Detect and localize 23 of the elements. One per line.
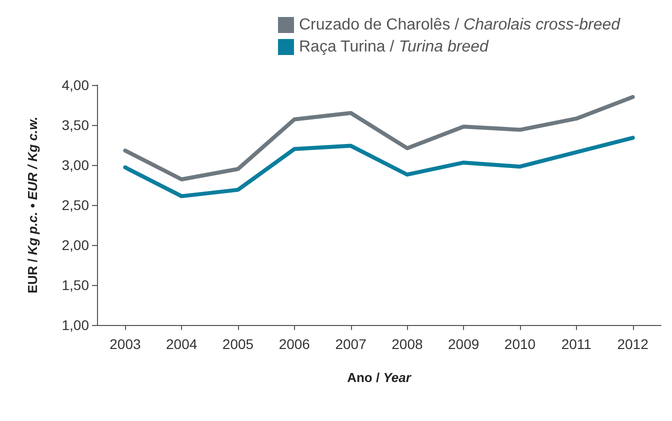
x-tick-label: 2005 — [222, 336, 254, 352]
x-tick-label: 2010 — [504, 336, 536, 352]
y-tick-label: 4,00 — [62, 77, 90, 93]
y-tick-label: 3,50 — [62, 117, 90, 133]
x-tick-label: 2006 — [278, 336, 310, 352]
y-axis-title: EUR / Kg p.c. • EUR / Kg c.w. — [25, 116, 40, 294]
x-tick-label: 2009 — [448, 336, 480, 352]
line-series — [123, 95, 635, 182]
y-tick-label: 2,50 — [62, 197, 90, 213]
x-tick-label: 2003 — [110, 336, 141, 352]
legend-label: Cruzado de Charolês / Charolais cross-breed — [299, 16, 622, 34]
x-tick-label: 2008 — [392, 336, 423, 352]
x-tick-label: 2007 — [335, 336, 367, 352]
line-series — [123, 136, 635, 198]
y-tick-label: 3,00 — [62, 157, 90, 173]
x-tick-label: 2004 — [166, 336, 198, 352]
x-axis-title: Ano / Year — [347, 370, 412, 385]
legend-label: Raça Turina / Turina breed — [299, 38, 490, 56]
x-tick-label: 2012 — [617, 336, 649, 352]
x-tick-label: 2011 — [561, 336, 592, 352]
y-tick-label: 2,00 — [62, 237, 90, 253]
y-tick-label: 1,50 — [62, 277, 90, 293]
y-tick-label: 1,00 — [62, 317, 90, 333]
